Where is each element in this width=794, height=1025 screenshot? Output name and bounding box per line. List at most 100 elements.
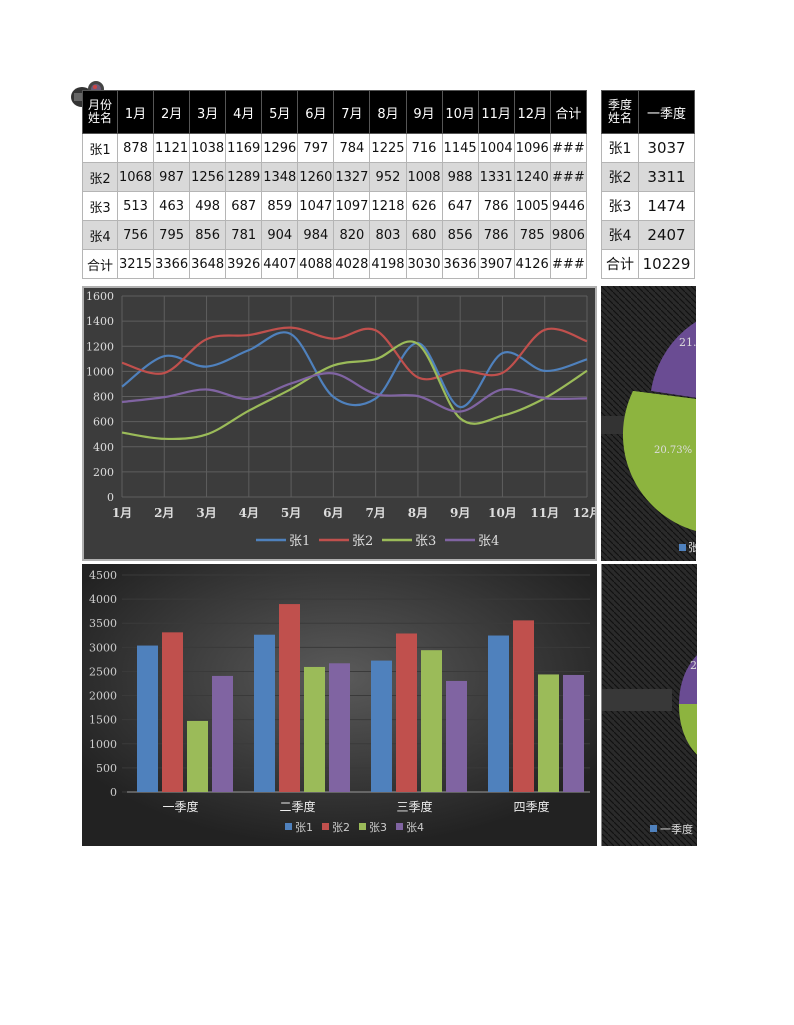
month-header: 10月: [441, 90, 479, 134]
cell-value[interactable]: 786: [477, 191, 515, 221]
cell-value[interactable]: 1260: [297, 162, 335, 192]
cell-value[interactable]: 785: [513, 220, 551, 250]
cell-value[interactable]: 626: [405, 191, 443, 221]
cell-value[interactable]: 984: [297, 220, 335, 250]
cell-value[interactable]: 904: [261, 220, 299, 250]
pie-chart-bottom-plot: 2 一季度: [602, 564, 697, 846]
cell-value[interactable]: 856: [189, 220, 227, 250]
cell-value[interactable]: 1240: [513, 162, 551, 192]
cell-value[interactable]: ###: [549, 162, 588, 192]
cell-value[interactable]: 1008: [405, 162, 443, 192]
cell-value[interactable]: 797: [297, 133, 335, 163]
cell-value[interactable]: 1327: [333, 162, 371, 192]
cell-value[interactable]: 803: [369, 220, 407, 250]
cell-value[interactable]: 1097: [333, 191, 371, 221]
cell-value[interactable]: 687: [225, 191, 263, 221]
cell-value[interactable]: 1474: [638, 191, 695, 221]
cell-value[interactable]: 1289: [225, 162, 263, 192]
row-name: 张1: [601, 133, 639, 163]
cell-value[interactable]: 1218: [369, 191, 407, 221]
cell-value[interactable]: 3926: [225, 249, 263, 279]
cell-value[interactable]: 3648: [189, 249, 227, 279]
svg-text:1000: 1000: [86, 365, 114, 378]
cell-value[interactable]: 2407: [638, 220, 695, 250]
row-name: 张4: [82, 220, 118, 250]
cell-value[interactable]: 1004: [477, 133, 515, 163]
svg-text:6月: 6月: [323, 506, 343, 520]
corner-header: 季度 姓名: [601, 90, 639, 134]
svg-text:10月: 10月: [488, 506, 517, 520]
cell-value[interactable]: 3366: [153, 249, 191, 279]
cell-value[interactable]: 1331: [477, 162, 515, 192]
svg-text:张1: 张1: [295, 821, 313, 834]
cell-value[interactable]: 1256: [189, 162, 227, 192]
svg-text:三季度: 三季度: [396, 799, 432, 814]
line-chart: 0 200 400 600 800 1000 1200 1400 1600 1月 2月 3月 4月 5月 6…: [82, 286, 597, 561]
quarter-header: 一季度: [638, 90, 695, 134]
svg-text:500: 500: [96, 762, 117, 775]
cell-value[interactable]: 463: [153, 191, 191, 221]
cell-value[interactable]: 1047: [297, 191, 335, 221]
svg-text:张3: 张3: [369, 821, 387, 834]
cell-value[interactable]: 1145: [441, 133, 479, 163]
cell-value[interactable]: 716: [405, 133, 443, 163]
cell-value[interactable]: ###: [549, 249, 588, 279]
cell-value[interactable]: 1038: [189, 133, 227, 163]
cell-value[interactable]: 820: [333, 220, 371, 250]
cell-value[interactable]: 856: [441, 220, 479, 250]
cell-value[interactable]: 498: [189, 191, 227, 221]
table-row: 张4 2407: [601, 220, 695, 250]
cell-value[interactable]: 988: [441, 162, 479, 192]
cell-value[interactable]: 1068: [116, 162, 155, 192]
cell-value[interactable]: 3037: [638, 133, 695, 163]
cell-value[interactable]: 3311: [638, 162, 695, 192]
svg-text:1600: 1600: [86, 290, 114, 303]
svg-text:1月: 1月: [112, 506, 132, 520]
table-row: 张1 3037: [601, 133, 695, 163]
cell-value[interactable]: 3907: [477, 249, 515, 279]
svg-text:3月: 3月: [196, 506, 216, 520]
svg-text:一季度: 一季度: [162, 799, 198, 814]
cell-value[interactable]: 4407: [261, 249, 299, 279]
svg-text:3000: 3000: [89, 641, 117, 654]
cell-value[interactable]: 786: [477, 220, 515, 250]
cell-value[interactable]: 756: [116, 220, 155, 250]
cell-value[interactable]: ###: [549, 133, 588, 163]
table-row: 张3 513 463 498 687 859 1047 1097 1218 626 647 786 10…: [82, 191, 588, 221]
cell-value[interactable]: 3215: [116, 249, 155, 279]
cell-value[interactable]: 3030: [405, 249, 443, 279]
cell-value[interactable]: 4198: [369, 249, 407, 279]
cell-value[interactable]: 4126: [513, 249, 551, 279]
cell-value[interactable]: 1169: [225, 133, 263, 163]
cell-value[interactable]: 647: [441, 191, 479, 221]
cell-value[interactable]: 859: [261, 191, 299, 221]
svg-text:3500: 3500: [89, 617, 117, 630]
cell-value[interactable]: 9806: [549, 220, 588, 250]
cell-value[interactable]: 878: [116, 133, 155, 163]
cell-value[interactable]: 1225: [369, 133, 407, 163]
cell-value[interactable]: 1348: [261, 162, 299, 192]
cell-value[interactable]: 680: [405, 220, 443, 250]
row-name: 张3: [601, 191, 639, 221]
cell-value[interactable]: 4028: [333, 249, 371, 279]
cell-value[interactable]: 3636: [441, 249, 479, 279]
cell-value[interactable]: 9446: [549, 191, 588, 221]
svg-text:张1: 张1: [289, 534, 310, 549]
svg-text:4000: 4000: [89, 593, 117, 606]
cell-value[interactable]: 952: [369, 162, 407, 192]
cell-value[interactable]: 10229: [638, 249, 695, 279]
cell-value[interactable]: 784: [333, 133, 371, 163]
svg-text:0: 0: [107, 491, 114, 504]
svg-text:11月: 11月: [530, 506, 559, 520]
cell-value[interactable]: 987: [153, 162, 191, 192]
cell-value[interactable]: 4088: [297, 249, 335, 279]
table-row: 合计 3215 3366 3648 3926 4407 4088 4028 4198 3030 36…: [82, 249, 588, 279]
cell-value[interactable]: 513: [116, 191, 155, 221]
cell-value[interactable]: 1296: [261, 133, 299, 163]
cell-value[interactable]: 1096: [513, 133, 551, 163]
cell-value[interactable]: 795: [153, 220, 191, 250]
cell-value[interactable]: 781: [225, 220, 263, 250]
cell-value[interactable]: 1005: [513, 191, 551, 221]
cell-value[interactable]: 1121: [153, 133, 191, 163]
bar-chart: 0 500 1000 1500 2000 2500 3000 3500 4000 4500 一季度 二…: [82, 564, 597, 846]
